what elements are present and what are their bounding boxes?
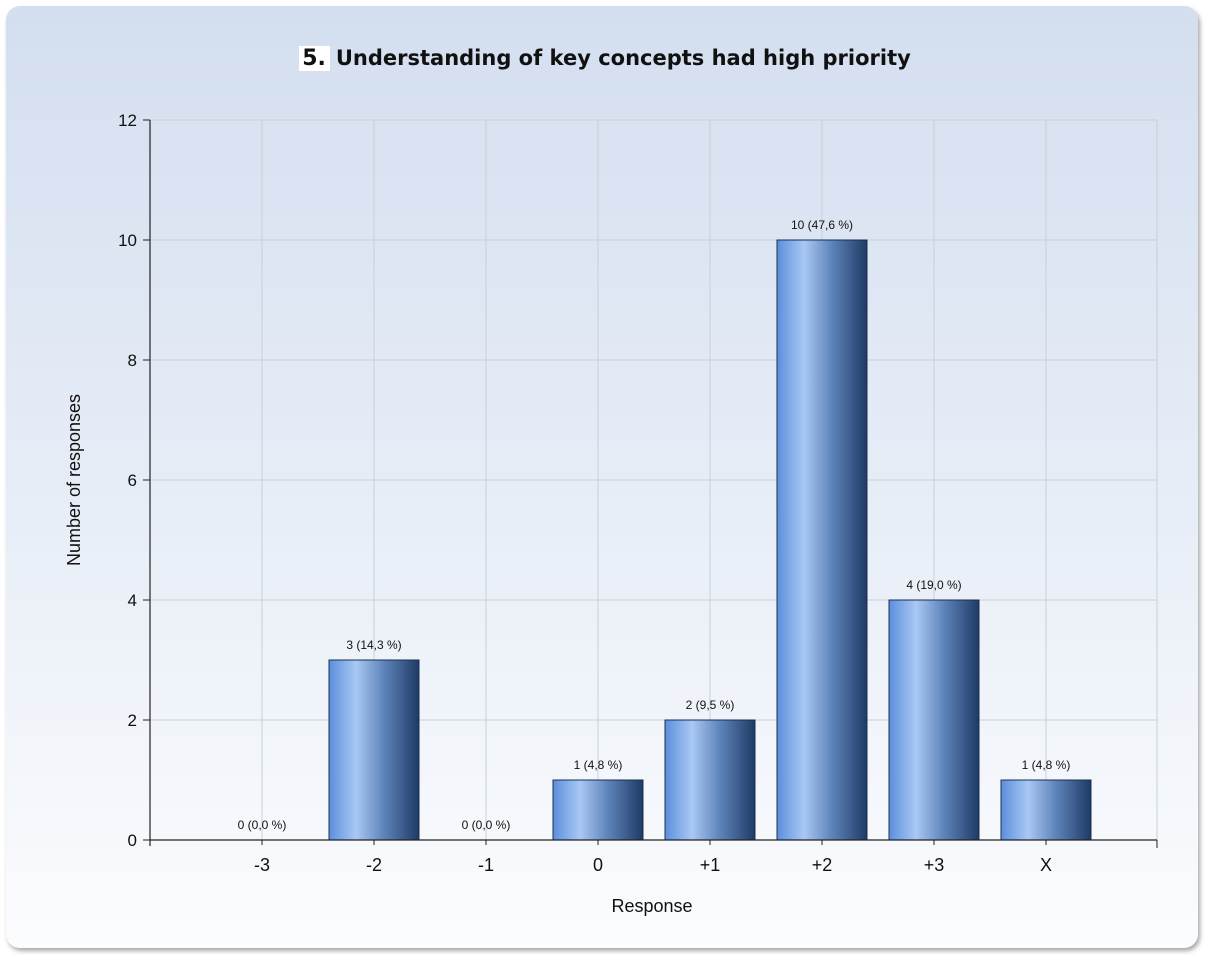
- bar-X: [1000, 779, 1092, 841]
- x-axis-title: Response: [611, 896, 692, 916]
- y-tick-label: 8: [128, 351, 137, 370]
- x-tick-label: 0: [593, 855, 603, 875]
- x-tick-label: -2: [366, 855, 382, 875]
- x-tick-label: +2: [812, 855, 833, 875]
- bar-data-label: 1 (4,8 %): [574, 758, 623, 772]
- bar-data-label: 1 (4,8 %): [1022, 758, 1071, 772]
- bar--2: [328, 659, 420, 841]
- bar-data-label: 3 (14,3 %): [346, 638, 401, 652]
- bar-+2: [776, 239, 868, 841]
- x-tick-label: +1: [700, 855, 721, 875]
- bar-data-label: 4 (19,0 %): [906, 578, 961, 592]
- x-tick-label: X: [1040, 855, 1052, 875]
- y-tick-label: 6: [128, 471, 137, 490]
- y-axis-title: Number of responses: [64, 394, 84, 566]
- question-number: 5.: [299, 46, 330, 71]
- bars: [328, 239, 1092, 841]
- x-tick-label: -3: [254, 855, 270, 875]
- bar-data-label: 10 (47,6 %): [791, 218, 853, 232]
- y-tick-label: 4: [128, 591, 137, 610]
- x-tick-label: +3: [924, 855, 945, 875]
- chart-title-text: Understanding of key concepts had high p…: [335, 46, 911, 70]
- bar-data-label: 2 (9,5 %): [686, 698, 735, 712]
- chart-title: 5. Understanding of key concepts had high…: [0, 46, 1210, 71]
- labels: 0 2 4 6 8 10 12 0 (0,0 %) 3 (14,3 %) 0 (0,0 %) 1 (…: [118, 111, 1070, 875]
- y-tick-label: 0: [128, 831, 137, 850]
- y-tick-label: 2: [128, 711, 137, 730]
- bar-+3: [888, 599, 980, 841]
- axes: [143, 119, 1158, 848]
- x-tick-label: -1: [478, 855, 494, 875]
- bar-0: [552, 779, 644, 841]
- y-tick-label: 12: [118, 111, 137, 130]
- bar-+1: [664, 719, 756, 841]
- y-tick-label: 10: [118, 231, 137, 250]
- grid-lines: [150, 119, 1158, 841]
- bar-data-label: 0 (0,0 %): [238, 818, 287, 832]
- bar-data-label: 0 (0,0 %): [462, 818, 511, 832]
